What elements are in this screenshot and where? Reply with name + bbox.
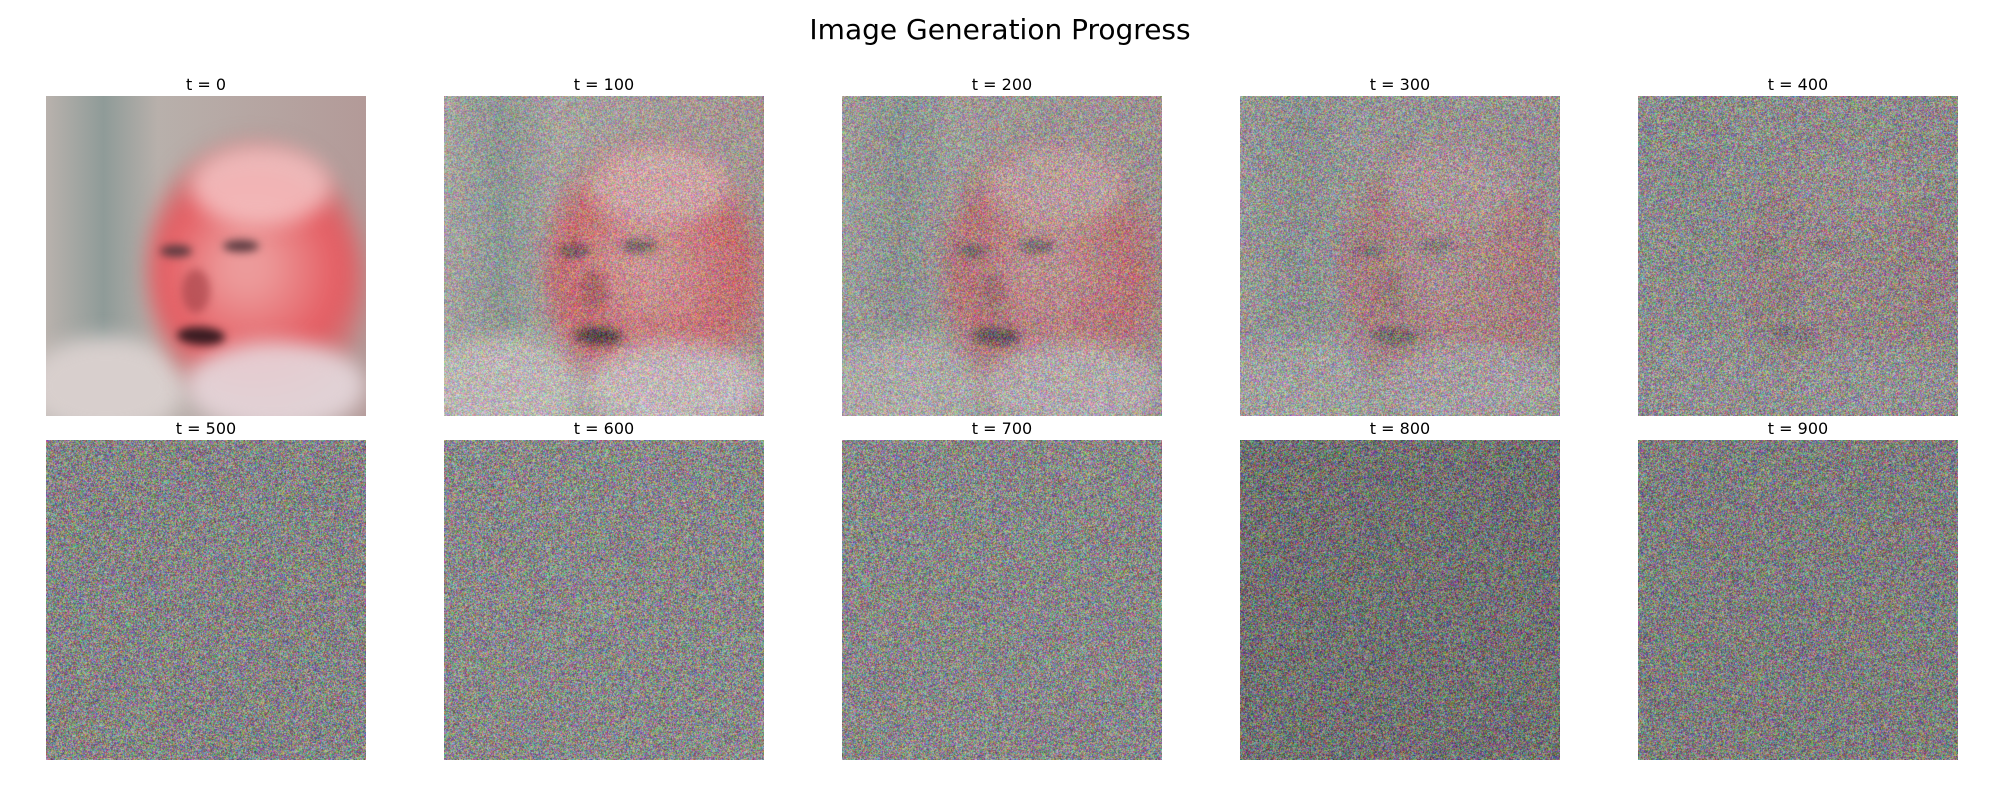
panel-title: t = 500 [175,419,237,438]
panel-image [444,440,764,760]
panel-image [1240,440,1560,760]
panel-t600: t = 600 [444,418,764,760]
panel-t900: t = 900 [1638,418,1958,760]
panel-t0: t = 0 [46,74,366,416]
panel-title: t = 900 [1767,419,1829,438]
panel-t300: t = 300 [1240,74,1560,416]
panel-image [1638,440,1958,760]
panel-title: t = 600 [573,419,635,438]
panel-image [1638,96,1958,416]
panel-t700: t = 700 [842,418,1162,760]
panel-t800: t = 800 [1240,418,1560,760]
panel-title: t = 400 [1767,75,1829,94]
panel-t500: t = 500 [46,418,366,760]
panel-t400: t = 400 [1638,74,1958,416]
panel-image [444,96,764,416]
figure-title: Image Generation Progress [809,13,1191,46]
panel-image [46,96,366,416]
panel-image [842,96,1162,416]
panel-title: t = 0 [185,75,227,94]
panel-title: t = 100 [573,75,635,94]
panel-image [46,440,366,760]
panel-t200: t = 200 [842,74,1162,416]
panel-title: t = 800 [1369,419,1431,438]
panel-title: t = 300 [1369,75,1431,94]
panel-title: t = 700 [971,419,1033,438]
panel-title: t = 200 [971,75,1033,94]
panel-t100: t = 100 [444,74,764,416]
panel-image [842,440,1162,760]
panel-image [1240,96,1560,416]
